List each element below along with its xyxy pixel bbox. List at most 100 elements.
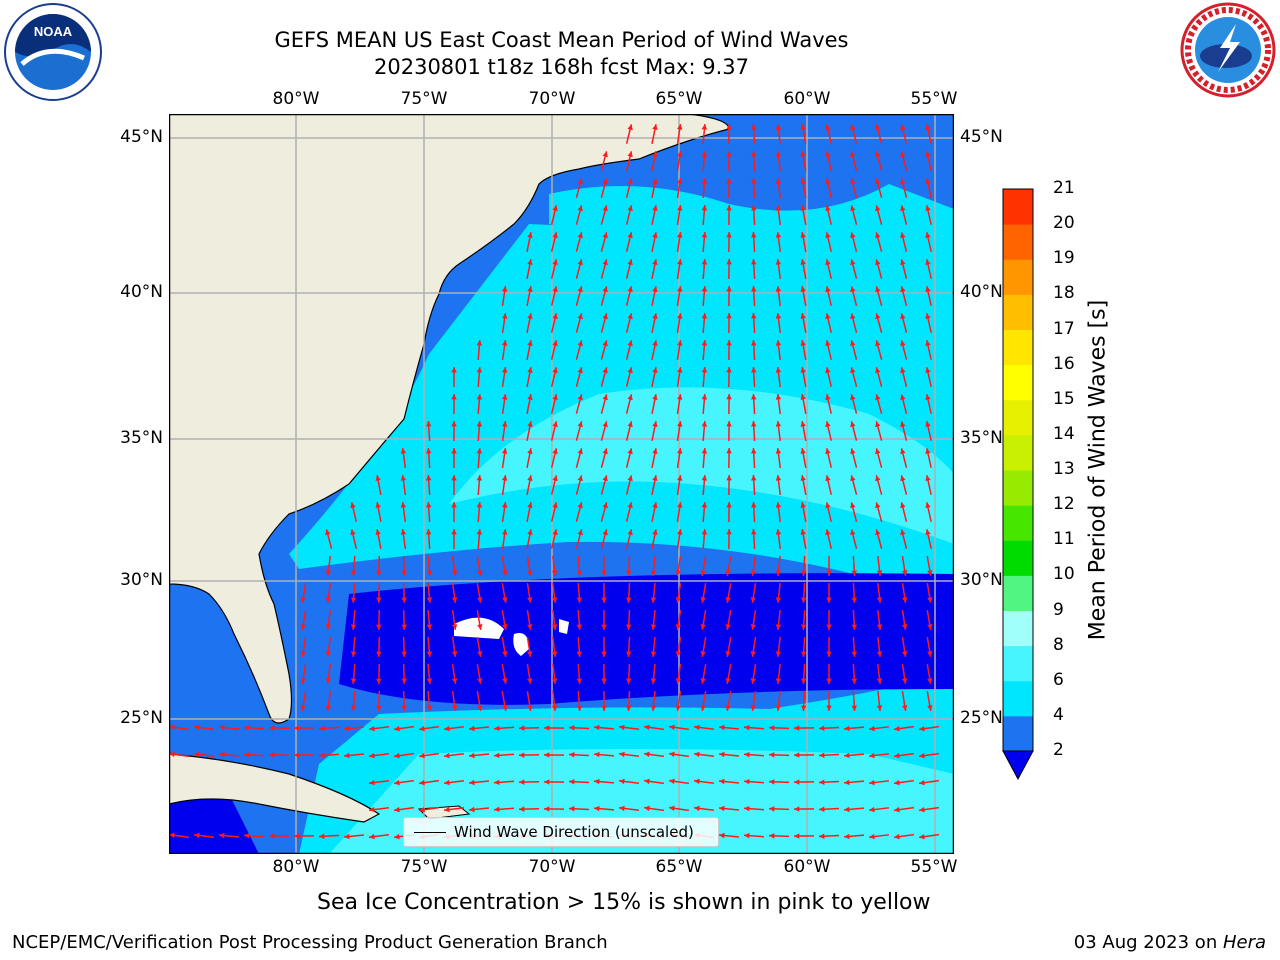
wave-direction-arrowhead [477, 570, 483, 576]
wave-direction-arrowhead [552, 340, 558, 347]
wave-direction-arrowhead [800, 421, 806, 427]
wave-direction-arrowhead [725, 570, 731, 576]
wave-direction-arrowhead [369, 725, 375, 732]
wave-direction-arrowhead [551, 651, 558, 657]
wave-direction-arrowhead [875, 178, 881, 185]
wave-direction-arrowhead [694, 751, 700, 758]
wave-direction-arrowhead [769, 752, 775, 758]
wave-direction-arrowhead [451, 502, 457, 508]
wave-direction-arrowhead [650, 624, 657, 630]
wave-direction-arrowhead [669, 724, 675, 731]
wave-direction-arrowhead [376, 570, 382, 576]
wave-direction-arrowhead [875, 367, 881, 374]
wave-direction-arrowhead [577, 232, 583, 239]
wave-direction-arrowhead [919, 779, 925, 786]
wave-direction-arrowhead [194, 724, 200, 731]
wave-direction-arrowhead [750, 570, 756, 576]
wave-direction-arrowhead [619, 805, 625, 812]
wave-direction-arrowhead [850, 259, 856, 266]
legend-line-swatch [414, 831, 446, 833]
wave-direction-arrowhead [527, 705, 533, 711]
wave-direction-arrowhead [544, 779, 550, 785]
wave-direction-arrowhead [502, 570, 508, 576]
band-below-2-cuba [169, 794, 259, 854]
wave-direction-arrowhead [719, 778, 725, 785]
wave-direction-arrowhead [850, 232, 856, 239]
wave-direction-arrowhead [700, 624, 706, 630]
wave-direction-arrowhead [726, 340, 732, 346]
wave-direction-arrowhead [701, 394, 708, 400]
lon-label-bottom: 70°W [528, 857, 576, 877]
wave-direction-arrowhead [319, 833, 325, 839]
colorbar-tick-label: 21 [1053, 178, 1075, 198]
wave-direction-arrowhead [652, 448, 658, 454]
wave-direction-arrowhead [451, 448, 457, 454]
wave-direction-arrowhead [794, 752, 800, 758]
wave-direction-arrowhead [701, 151, 708, 157]
wave-direction-arrowhead [826, 570, 832, 576]
wave-direction-arrowhead [677, 205, 683, 211]
wave-direction-arrowhead [569, 806, 575, 812]
wave-direction-arrowhead [627, 232, 633, 239]
wave-direction-arrowhead [552, 232, 558, 239]
wave-direction-arrowhead [350, 502, 356, 509]
wave-direction-arrowhead [394, 833, 400, 840]
wave-direction-arrowhead [569, 752, 575, 758]
wave-direction-arrowhead [725, 624, 731, 630]
wave-direction-arrowhead [325, 570, 332, 576]
wave-direction-arrowhead [644, 778, 650, 785]
wave-direction-arrowhead [900, 232, 906, 239]
wave-direction-arrowhead [726, 367, 732, 373]
wave-direction-arrowhead [902, 624, 908, 630]
wave-direction-arrowhead [494, 806, 500, 813]
wave-direction-arrowhead [527, 340, 533, 346]
wave-direction-arrowhead [601, 705, 607, 711]
wave-direction-arrowhead [875, 448, 881, 455]
wave-direction-arrowhead [400, 475, 407, 481]
wave-direction-arrowhead [426, 678, 433, 684]
wave-direction-arrowhead [919, 725, 925, 732]
wave-direction-arrowhead [544, 725, 550, 731]
wave-direction-arrowhead [477, 678, 483, 684]
wave-direction-arrowhead [294, 833, 300, 839]
wave-direction-arrowhead [652, 475, 658, 481]
lon-label-top: 75°W [400, 89, 448, 109]
colorbar-tick-label: 6 [1053, 669, 1064, 690]
wave-direction-arrowhead [400, 502, 407, 508]
wave-direction-arrowhead [652, 502, 658, 508]
wave-direction-arrowhead [602, 448, 608, 455]
wave-direction-arrowhead [751, 475, 757, 481]
wave-direction-arrowhead [919, 752, 925, 759]
wave-direction-arrowhead [875, 232, 881, 239]
wave-direction-arrowhead [551, 678, 558, 684]
wave-direction-arrowhead [725, 678, 731, 684]
wave-direction-arrowhead [751, 313, 757, 319]
lon-label-bottom: 75°W [400, 857, 448, 877]
wave-direction-arrowhead [825, 124, 831, 131]
wave-direction-arrowhead [602, 340, 608, 347]
wave-direction-arrowhead [319, 752, 325, 758]
wave-direction-arrowhead [700, 678, 706, 684]
wave-direction-arrowhead [675, 624, 682, 630]
wave-direction-arrowhead [369, 779, 375, 786]
wave-direction-arrowhead [744, 724, 750, 731]
wave-direction-arrowhead [819, 752, 825, 758]
lon-label-bottom: 55°W [910, 857, 958, 877]
colorbar-tick-label: 13 [1053, 459, 1075, 479]
wave-direction-arrowhead [519, 806, 525, 812]
wave-direction-arrowhead [601, 570, 607, 576]
wave-direction-arrowhead [576, 705, 583, 711]
wave-direction-arrowhead [800, 394, 806, 400]
wave-direction-arrowhead [444, 779, 450, 786]
wave-direction-arrowhead [376, 651, 382, 657]
wave-direction-arrowhead [677, 259, 683, 265]
wave-direction-arrowhead [677, 232, 683, 238]
wave-direction-arrowhead [701, 178, 708, 184]
wave-direction-arrowhead [601, 678, 607, 684]
wave-direction-arrowhead [744, 832, 750, 839]
wave-direction-arrowhead [325, 597, 332, 603]
lat-label-right: 35°N [960, 428, 1003, 448]
wave-direction-arrowhead [850, 151, 856, 158]
wave-direction-arrowhead [294, 725, 300, 731]
chart-title-line1: GEFS MEAN US East Coast Mean Period of W… [274, 28, 849, 52]
